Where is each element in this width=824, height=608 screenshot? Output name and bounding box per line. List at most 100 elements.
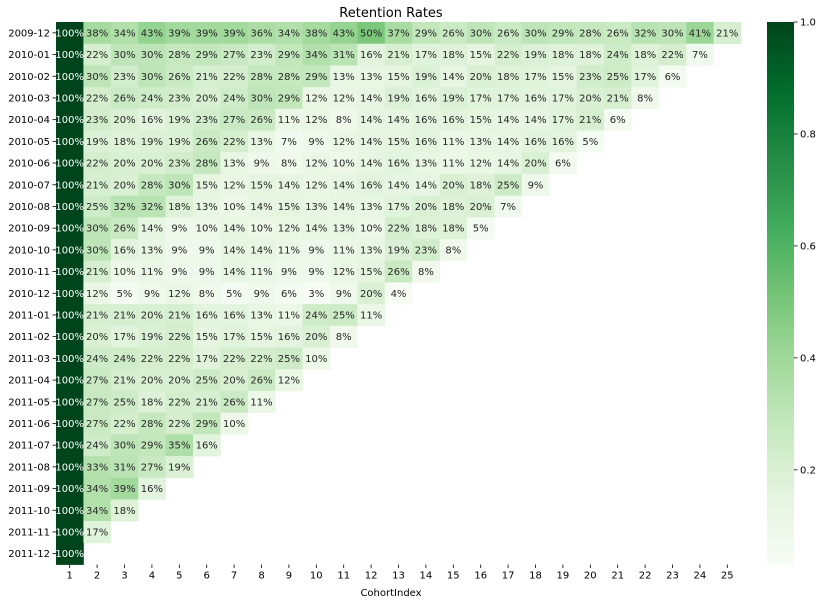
y-tick-label: 2011-02 (8, 332, 50, 343)
cell-value-label: 22% (223, 72, 245, 83)
heatmap-cell (604, 43, 632, 66)
cell-value-label: 100% (55, 50, 84, 61)
cell-value-label: 18% (442, 224, 464, 235)
heatmap-cell (193, 325, 221, 348)
cell-value-label: 32% (113, 202, 135, 213)
cell-value-label: 26% (607, 28, 629, 39)
cell-value-label: 100% (55, 245, 84, 256)
heatmap-cell (604, 87, 632, 110)
cell-value-label: 16% (360, 180, 382, 191)
cell-value-label: 13% (333, 224, 355, 235)
heatmap-cell (220, 43, 249, 66)
x-tick-label: 9 (286, 571, 292, 582)
heatmap-cell (83, 412, 112, 435)
cell-value-label: 14% (223, 245, 245, 256)
cell-value-label: 30% (113, 50, 135, 61)
heatmap-cell (494, 108, 523, 131)
heatmap-cell (384, 195, 413, 218)
y-tick-label: 2011-01 (8, 310, 50, 321)
cell-value-label: 9% (199, 267, 215, 278)
cell-value-label: 10% (113, 267, 135, 278)
heatmap-cell (110, 325, 139, 348)
heatmap-cell (56, 65, 84, 88)
cell-value-label: 22% (113, 419, 135, 430)
cell-value-label: 23% (113, 72, 135, 83)
heatmap-cell (330, 130, 358, 153)
heatmap-cell (165, 65, 194, 88)
cell-value-label: 20% (86, 332, 108, 343)
cell-value-label: 14% (305, 224, 327, 235)
cell-value-label: 10% (196, 224, 218, 235)
heatmap-cell (138, 347, 166, 370)
cell-value-label: 30% (86, 224, 108, 235)
cell-value-label: 19% (86, 137, 108, 148)
heatmap-cell (467, 130, 495, 153)
heatmap-cell (56, 173, 84, 196)
x-tick-label: 15 (447, 571, 460, 582)
heatmap-cell (220, 325, 249, 348)
cell-value-label: 100% (55, 28, 84, 39)
heatmap-cell (56, 477, 84, 500)
heatmap-cell (165, 325, 194, 348)
cell-value-label: 13% (305, 202, 327, 213)
cell-value-label: 20% (470, 72, 492, 83)
heatmap-cell (110, 43, 139, 66)
heatmap-cell (193, 369, 221, 392)
cell-value-label: 30% (141, 50, 163, 61)
cell-value-label: 29% (415, 28, 437, 39)
heatmap-cell (384, 282, 413, 305)
cell-value-label: 37% (387, 28, 409, 39)
cell-value-label: 25% (278, 354, 300, 365)
cell-value-label: 21% (196, 72, 218, 83)
heatmap-cell (56, 521, 84, 544)
heatmap-cell (631, 87, 660, 110)
heatmap-cell (56, 239, 84, 262)
cell-value-label: 16% (524, 137, 546, 148)
heatmap-cell (220, 217, 249, 240)
cell-value-label: 17% (552, 93, 574, 104)
heatmap-cell (247, 325, 276, 348)
heatmap-cell (330, 173, 358, 196)
heatmap-cell (110, 477, 139, 500)
y-tick-label: 2011-10 (8, 506, 50, 517)
cell-value-label: 18% (141, 397, 163, 408)
cell-value-label: 22% (250, 354, 272, 365)
cell-value-label: 50% (360, 28, 382, 39)
heatmap-cell (220, 22, 249, 45)
cell-value-label: 14% (141, 224, 163, 235)
cell-value-label: 24% (305, 310, 327, 321)
heatmap-cell (220, 65, 249, 88)
heatmap-cell (247, 22, 276, 45)
x-tick-label: 7 (231, 571, 237, 582)
x-axis-ticks: 1 2 3 4 5 6 7 8 9 10 11 12 13 14 15 16 17 18 19 20 21 22 23 24 2… (67, 564, 734, 582)
cell-value-label: 21% (113, 310, 135, 321)
x-tick-label: 11 (337, 571, 350, 582)
heatmap-cell (412, 108, 440, 131)
cell-value-label: 18% (470, 180, 492, 191)
cell-value-label: 28% (141, 419, 163, 430)
heatmap-cell (275, 130, 303, 153)
heatmap-cell (193, 390, 221, 413)
heatmap-cell (412, 130, 440, 153)
heatmap-cell (658, 43, 687, 66)
cell-value-label: 14% (442, 72, 464, 83)
heatmap-cell (220, 239, 249, 262)
cell-value-label: 17% (113, 332, 135, 343)
heatmap-cell (193, 108, 221, 131)
cell-value-label: 18% (415, 224, 437, 235)
heatmap-cell (412, 87, 440, 110)
cell-value-label: 28% (579, 28, 601, 39)
cell-value-label: 16% (552, 137, 574, 148)
cell-value-label: 18% (113, 137, 135, 148)
cell-value-label: 14% (278, 180, 300, 191)
heatmap-cell (357, 130, 386, 153)
cell-value-label: 19% (168, 462, 190, 473)
heatmap-cell (165, 304, 194, 327)
heatmap-cell (494, 65, 523, 88)
cell-value-label: 9% (254, 159, 270, 170)
heatmap-cell (275, 282, 303, 305)
heatmap-cell (83, 173, 112, 196)
cell-value-label: 5% (473, 224, 489, 235)
heatmap-cell (56, 390, 84, 413)
